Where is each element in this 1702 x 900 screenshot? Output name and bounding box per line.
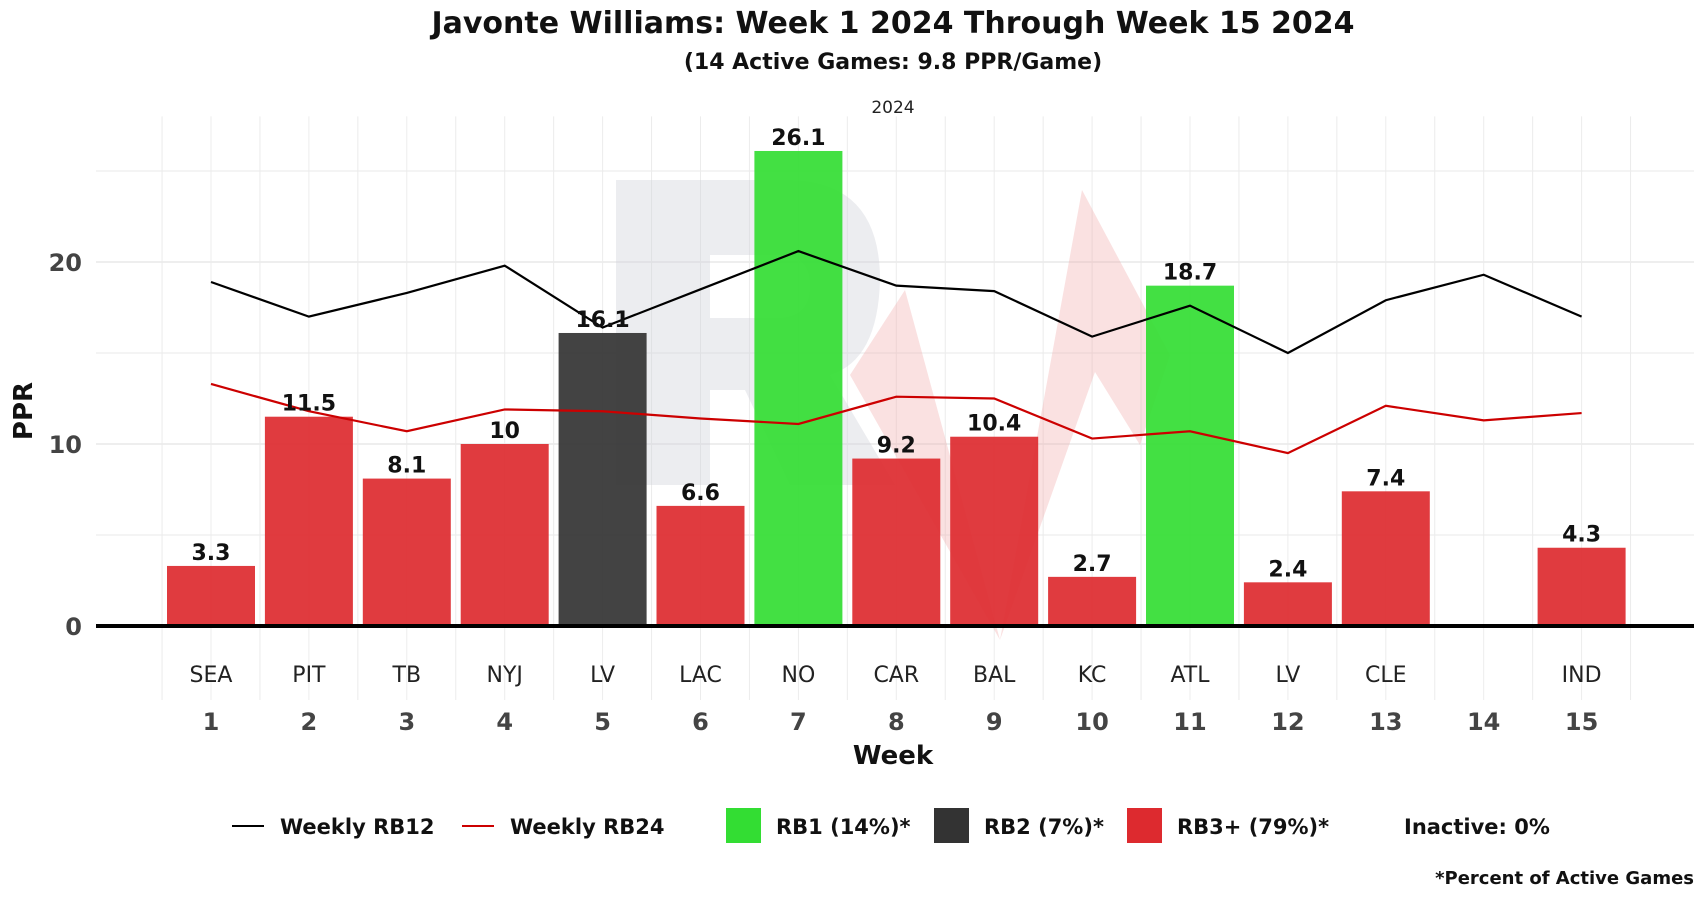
x-opponent-label: LV xyxy=(1275,663,1300,688)
x-week-label: 8 xyxy=(888,708,905,736)
data-label: 9.2 xyxy=(877,434,916,459)
legend-rb1: RB1 (14%)* xyxy=(776,815,911,839)
data-label: 7.4 xyxy=(1366,466,1405,491)
bar-week-1 xyxy=(167,565,255,626)
bar-week-4 xyxy=(460,444,549,626)
legend-rb2-swatch xyxy=(934,808,969,843)
line-weekly-rb12 xyxy=(210,249,1583,355)
legend-rb3: RB3+ (79%)* xyxy=(1177,815,1329,839)
bars xyxy=(167,150,1626,627)
data-label: 4.3 xyxy=(1562,523,1601,548)
data-label: 26.1 xyxy=(771,126,825,151)
x-axis-title: Week xyxy=(853,741,934,771)
x-opponent-label: CLE xyxy=(1365,663,1407,688)
x-week-label: 9 xyxy=(986,708,1003,736)
data-label: 10.4 xyxy=(967,412,1021,437)
x-opponent-label: PIT xyxy=(292,663,326,688)
footnote: *Percent of Active Games xyxy=(1435,868,1694,889)
axes: 0 10 20 SEA PIT TB NYJ LV LAC NO CAR BAL KC ATL LV CLE I… xyxy=(49,249,1694,736)
x-week-label: 15 xyxy=(1565,708,1598,736)
data-label: 2.4 xyxy=(1268,557,1307,582)
x-week-label: 2 xyxy=(301,708,318,736)
data-label: 16.1 xyxy=(575,308,629,333)
legend-line-rb12: Weekly RB12 xyxy=(280,815,434,839)
x-week-label: 10 xyxy=(1075,708,1108,736)
bar-week-10 xyxy=(1048,576,1137,626)
bar-week-11 xyxy=(1146,285,1234,626)
x-opponent-label: LV xyxy=(590,663,615,688)
x-opponent-label: ATL xyxy=(1170,663,1210,688)
data-label: 2.7 xyxy=(1073,552,1112,577)
x-week-label: 4 xyxy=(496,708,513,736)
chart-subtitle: (14 Active Games: 9.8 PPR/Game) xyxy=(684,50,1102,75)
bar-week-8 xyxy=(852,458,941,626)
bar-week-2 xyxy=(264,416,353,626)
legend-inactive: Inactive: 0% xyxy=(1404,815,1550,839)
x-week-label: 6 xyxy=(692,708,709,736)
bar-week-13 xyxy=(1341,491,1430,626)
bar-week-3 xyxy=(362,478,451,626)
x-opponent-label: LAC xyxy=(679,663,722,688)
facet-label: 2024 xyxy=(871,98,914,118)
reference-lines xyxy=(210,249,1583,455)
data-label: 8.1 xyxy=(387,454,426,479)
x-week-label: 13 xyxy=(1369,708,1402,736)
x-week-label: 14 xyxy=(1467,708,1500,736)
chart-title: Javonte Williams: Week 1 2024 Through We… xyxy=(429,6,1354,41)
x-opponent-label: KC xyxy=(1078,663,1107,688)
legend-rb1-swatch xyxy=(726,808,761,843)
x-opponent-label: IND xyxy=(1562,663,1602,688)
data-label: 3.3 xyxy=(192,541,231,566)
y-tick-label: 20 xyxy=(49,249,82,277)
data-label: 6.6 xyxy=(681,481,720,506)
bar-week-15 xyxy=(1537,547,1626,626)
bar-week-6 xyxy=(656,505,745,626)
y-axis-title: PPR xyxy=(9,382,39,440)
legend: Weekly RB12 Weekly RB24 RB1 (14%)* RB2 (… xyxy=(232,808,1550,843)
bar-week-5 xyxy=(558,332,647,626)
line-weekly-rb24 xyxy=(210,382,1582,455)
x-opponent-label: NYJ xyxy=(487,663,523,688)
data-labels: 3.3 11.5 8.1 10 16.1 6.6 26.1 9.2 10.4 2.7 18.7 2.4… xyxy=(192,126,1602,582)
x-opponent-label: BAL xyxy=(973,663,1016,688)
legend-rb3-swatch xyxy=(1127,808,1162,843)
x-week-label: 3 xyxy=(398,708,415,736)
x-week-label: 12 xyxy=(1271,708,1304,736)
x-opponent-label: NO xyxy=(782,663,816,688)
data-label: 18.7 xyxy=(1163,261,1217,286)
x-week-label: 11 xyxy=(1173,708,1206,736)
x-week-label: 1 xyxy=(203,708,220,736)
x-opponent-label: SEA xyxy=(190,663,233,688)
x-week-label: 5 xyxy=(594,708,611,736)
data-label: 10 xyxy=(489,419,520,444)
y-tick-label: 0 xyxy=(65,613,82,641)
gridlines xyxy=(96,116,1694,700)
legend-rb2: RB2 (7%)* xyxy=(984,815,1104,839)
data-label: 11.5 xyxy=(282,392,336,417)
bar-week-9 xyxy=(950,436,1039,626)
y-tick-label: 10 xyxy=(49,431,82,459)
bar-week-7 xyxy=(754,150,843,627)
legend-line-rb24: Weekly RB24 xyxy=(510,815,664,839)
x-opponent-label: TB xyxy=(392,663,422,688)
x-opponent-label: CAR xyxy=(873,663,919,688)
x-week-label: 7 xyxy=(790,708,807,736)
bar-week-12 xyxy=(1243,582,1332,626)
